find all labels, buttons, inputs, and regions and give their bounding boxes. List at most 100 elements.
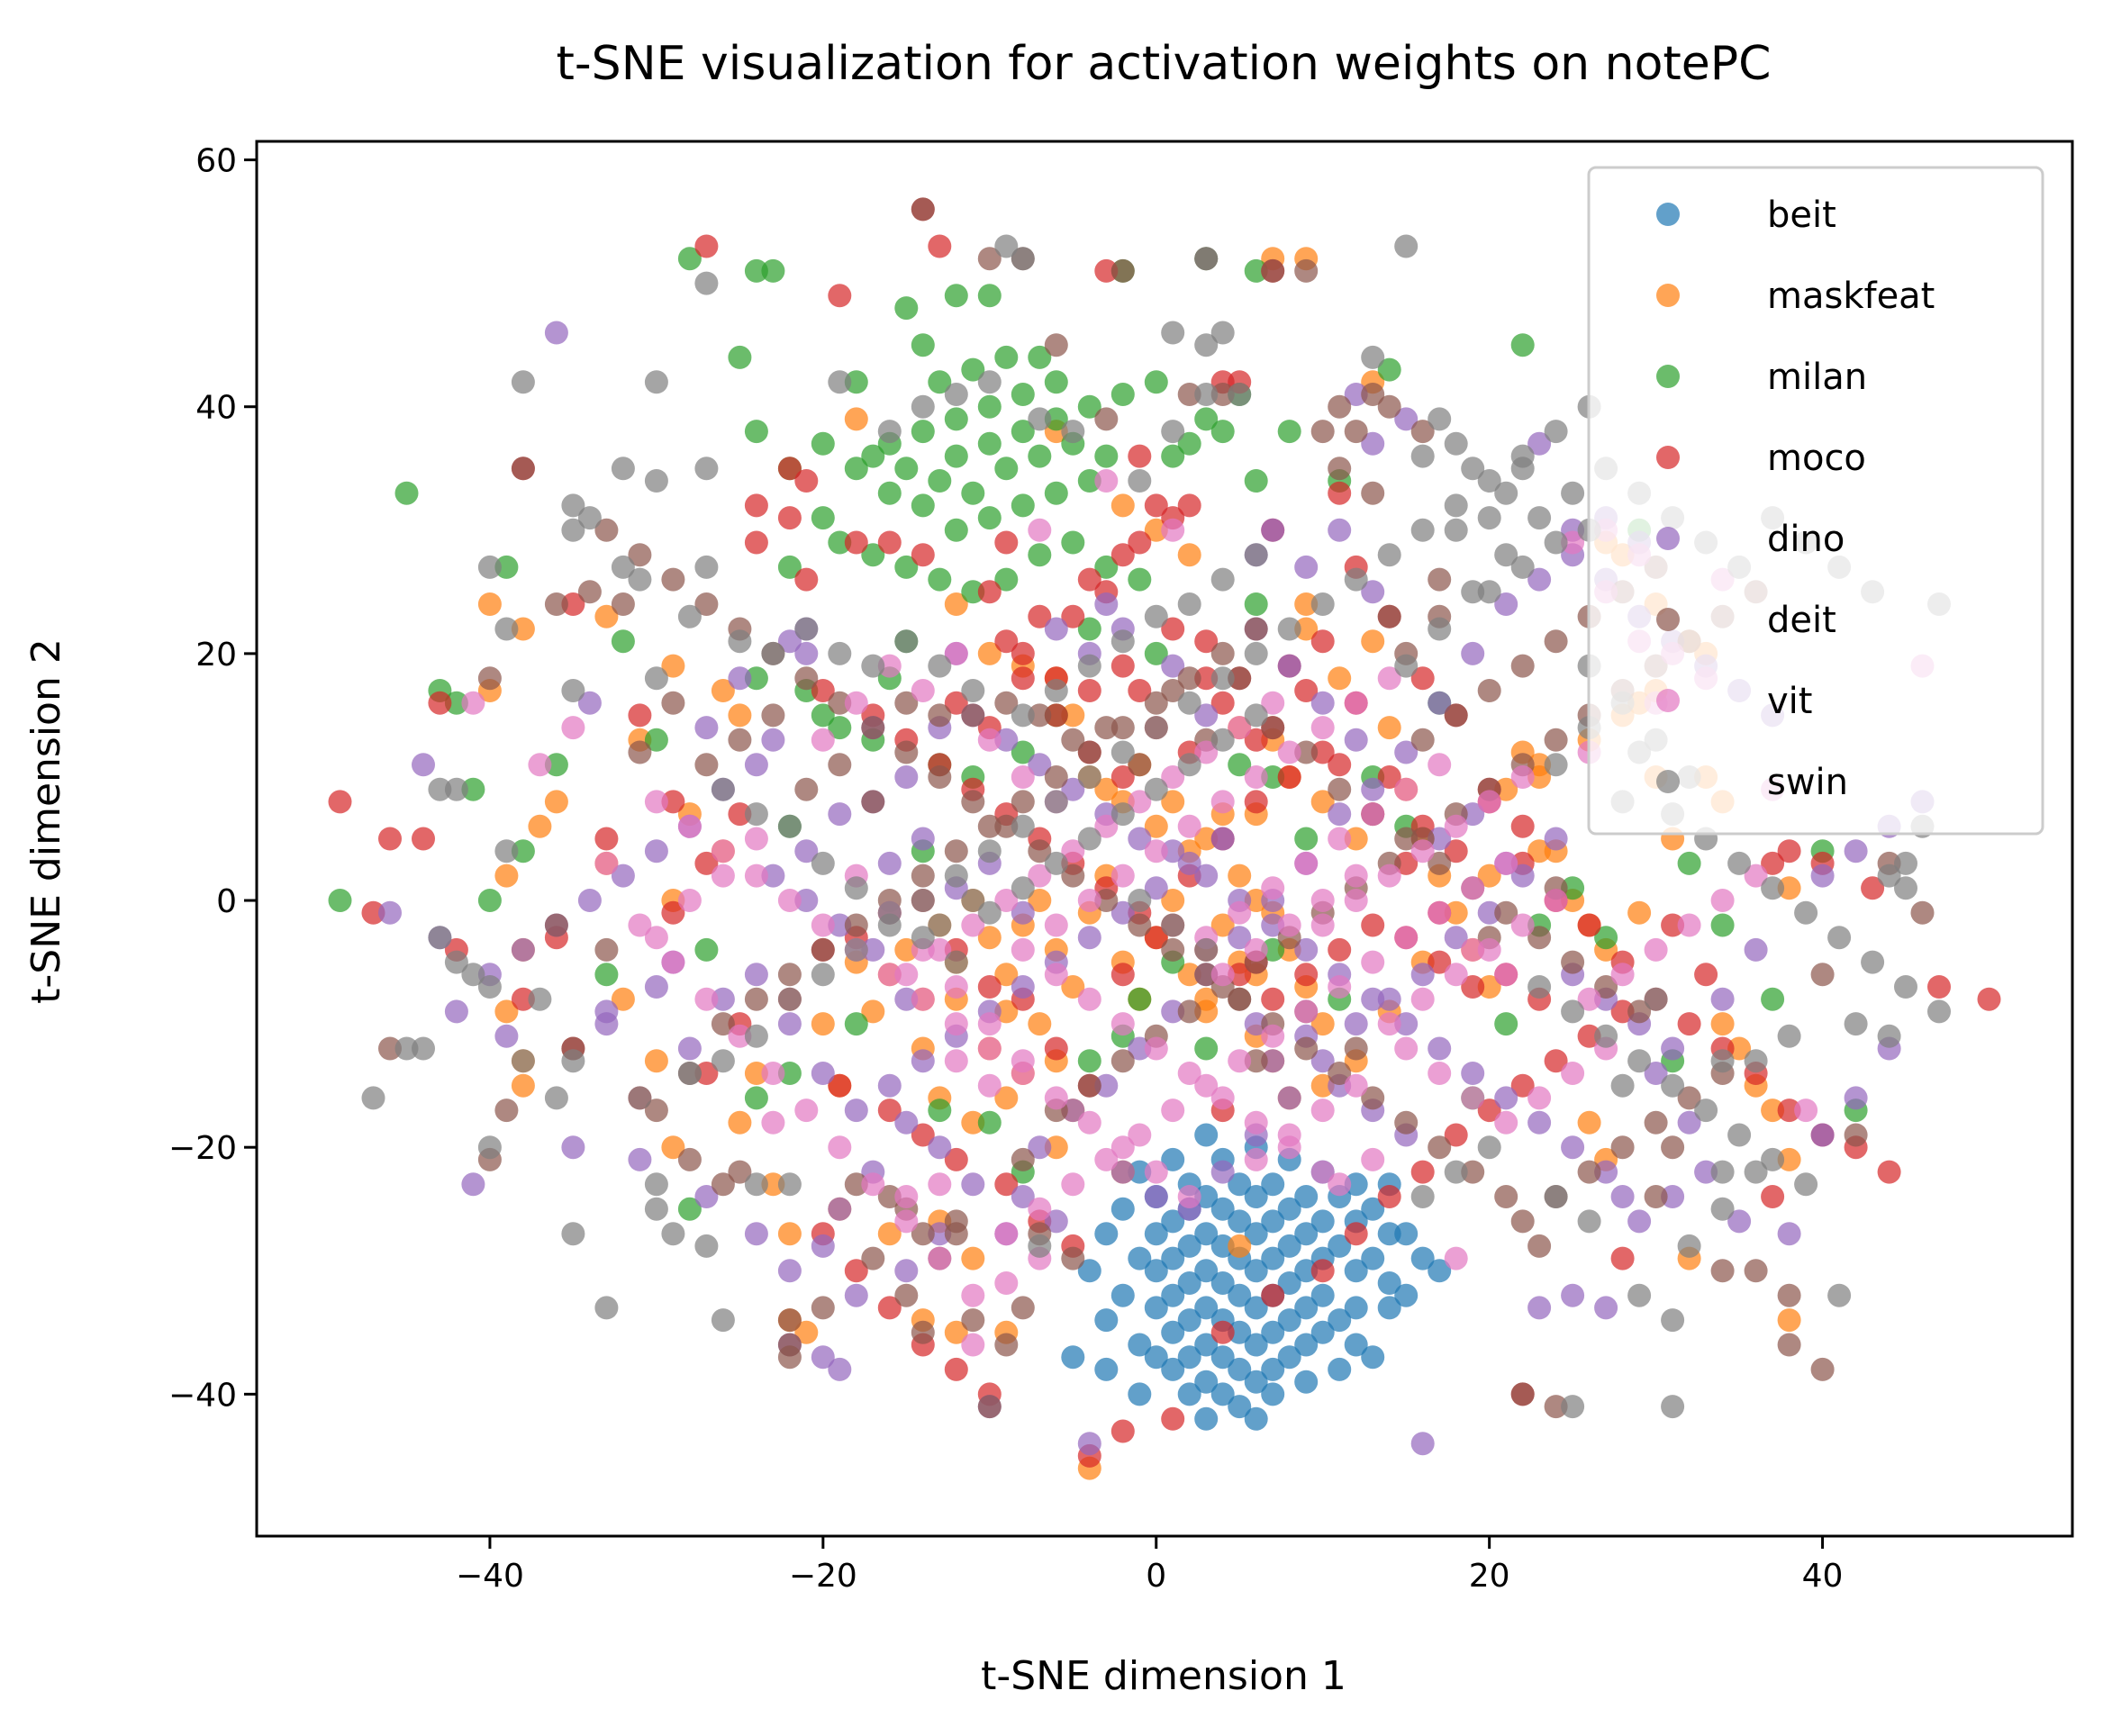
point-moco (1444, 839, 1468, 863)
point-moco (378, 827, 402, 851)
point-vit (594, 851, 619, 875)
point-dino (1444, 926, 1468, 950)
point-beit (1261, 1320, 1285, 1344)
point-moco (994, 1172, 1019, 1197)
point-swin (977, 370, 1002, 394)
point-vit (928, 937, 952, 962)
point-vit (894, 963, 919, 987)
point-deit (1128, 753, 1152, 777)
point-swin (1710, 1197, 1735, 1221)
point-swin (694, 555, 719, 579)
point-milan (494, 555, 519, 579)
point-milan (1144, 370, 1168, 394)
point-beit (1194, 1370, 1219, 1394)
point-swin (1894, 975, 1917, 999)
point-deit (544, 913, 568, 937)
x-tick-label: −40 (456, 1558, 524, 1595)
point-moco (1011, 666, 1035, 691)
point-moco (811, 679, 835, 702)
point-swin (711, 777, 735, 801)
point-maskfeat (1328, 666, 1352, 691)
point-dino (894, 987, 919, 1011)
point-milan (944, 407, 968, 431)
point-beit (1161, 1283, 1185, 1307)
point-dino (711, 987, 735, 1011)
point-deit (1194, 963, 1219, 987)
point-swin (1594, 1024, 1618, 1048)
point-dino (1077, 1432, 1101, 1456)
point-dino (1310, 1049, 1335, 1073)
point-moco (1110, 654, 1135, 678)
point-dino (1161, 654, 1185, 678)
point-swin (361, 1086, 385, 1110)
point-deit (1428, 851, 1452, 875)
point-beit (1194, 1259, 1219, 1283)
point-maskfeat (861, 999, 885, 1024)
point-vit (1161, 1099, 1185, 1123)
point-maskfeat (728, 703, 752, 728)
point-swin (1544, 1185, 1568, 1208)
point-vit (861, 1172, 885, 1197)
point-vit (1261, 691, 1285, 715)
point-vit (761, 1110, 785, 1135)
point-deit (1177, 999, 1201, 1024)
point-moco (1261, 987, 1285, 1011)
point-dino (894, 765, 919, 789)
point-vit (1444, 1246, 1468, 1270)
point-dino (644, 839, 668, 863)
point-dino (761, 728, 785, 752)
point-moco (1144, 493, 1168, 518)
point-deit (1361, 1086, 1385, 1110)
point-moco (877, 1296, 902, 1320)
point-moco (828, 1073, 852, 1098)
point-vit (694, 987, 719, 1011)
point-maskfeat (1194, 987, 1219, 1011)
point-maskfeat (511, 1073, 535, 1098)
point-moco (1377, 1185, 1401, 1208)
point-maskfeat (611, 987, 635, 1011)
point-beit (1194, 1296, 1219, 1320)
point-milan (744, 420, 768, 444)
point-maskfeat (944, 1320, 968, 1344)
point-deit (477, 666, 502, 691)
point-vit (1094, 1147, 1119, 1171)
point-beit (1161, 1357, 1185, 1381)
point-deit (794, 666, 819, 691)
point-swin (844, 937, 868, 962)
point-deit (1544, 1395, 1568, 1419)
point-beit (1228, 1283, 1252, 1307)
point-deit (1328, 777, 1352, 801)
point-beit (1277, 1345, 1301, 1370)
point-milan (1677, 851, 1701, 875)
point-vit (1544, 889, 1568, 912)
point-swin (1011, 247, 1035, 271)
point-dino (777, 1012, 802, 1036)
point-milan (961, 481, 985, 505)
point-maskfeat (1228, 1234, 1252, 1258)
point-beit (1294, 1370, 1319, 1394)
point-vit (911, 679, 935, 702)
point-beit (1228, 1320, 1252, 1344)
point-deit (728, 1160, 752, 1184)
point-vit (911, 987, 935, 1011)
point-vit (1361, 802, 1385, 827)
point-vit (677, 889, 702, 912)
point-vit (1028, 518, 1052, 542)
point-deit (977, 1395, 1002, 1419)
point-deit (1128, 913, 1152, 937)
point-beit (1261, 1172, 1285, 1197)
point-swin (511, 1049, 535, 1073)
point-vit (1344, 889, 1368, 912)
point-maskfeat (1044, 1135, 1068, 1160)
point-milan (811, 506, 835, 530)
point-dino (444, 999, 468, 1024)
point-vit (1394, 777, 1419, 801)
point-deit (777, 1308, 802, 1333)
point-beit (1210, 1197, 1235, 1221)
point-dino (844, 1099, 868, 1123)
point-beit (1328, 1234, 1352, 1258)
point-vit (1061, 839, 1085, 863)
point-beit (1244, 1406, 1268, 1431)
point-moco (1344, 1222, 1368, 1246)
y-tick-label: 60 (195, 143, 237, 180)
